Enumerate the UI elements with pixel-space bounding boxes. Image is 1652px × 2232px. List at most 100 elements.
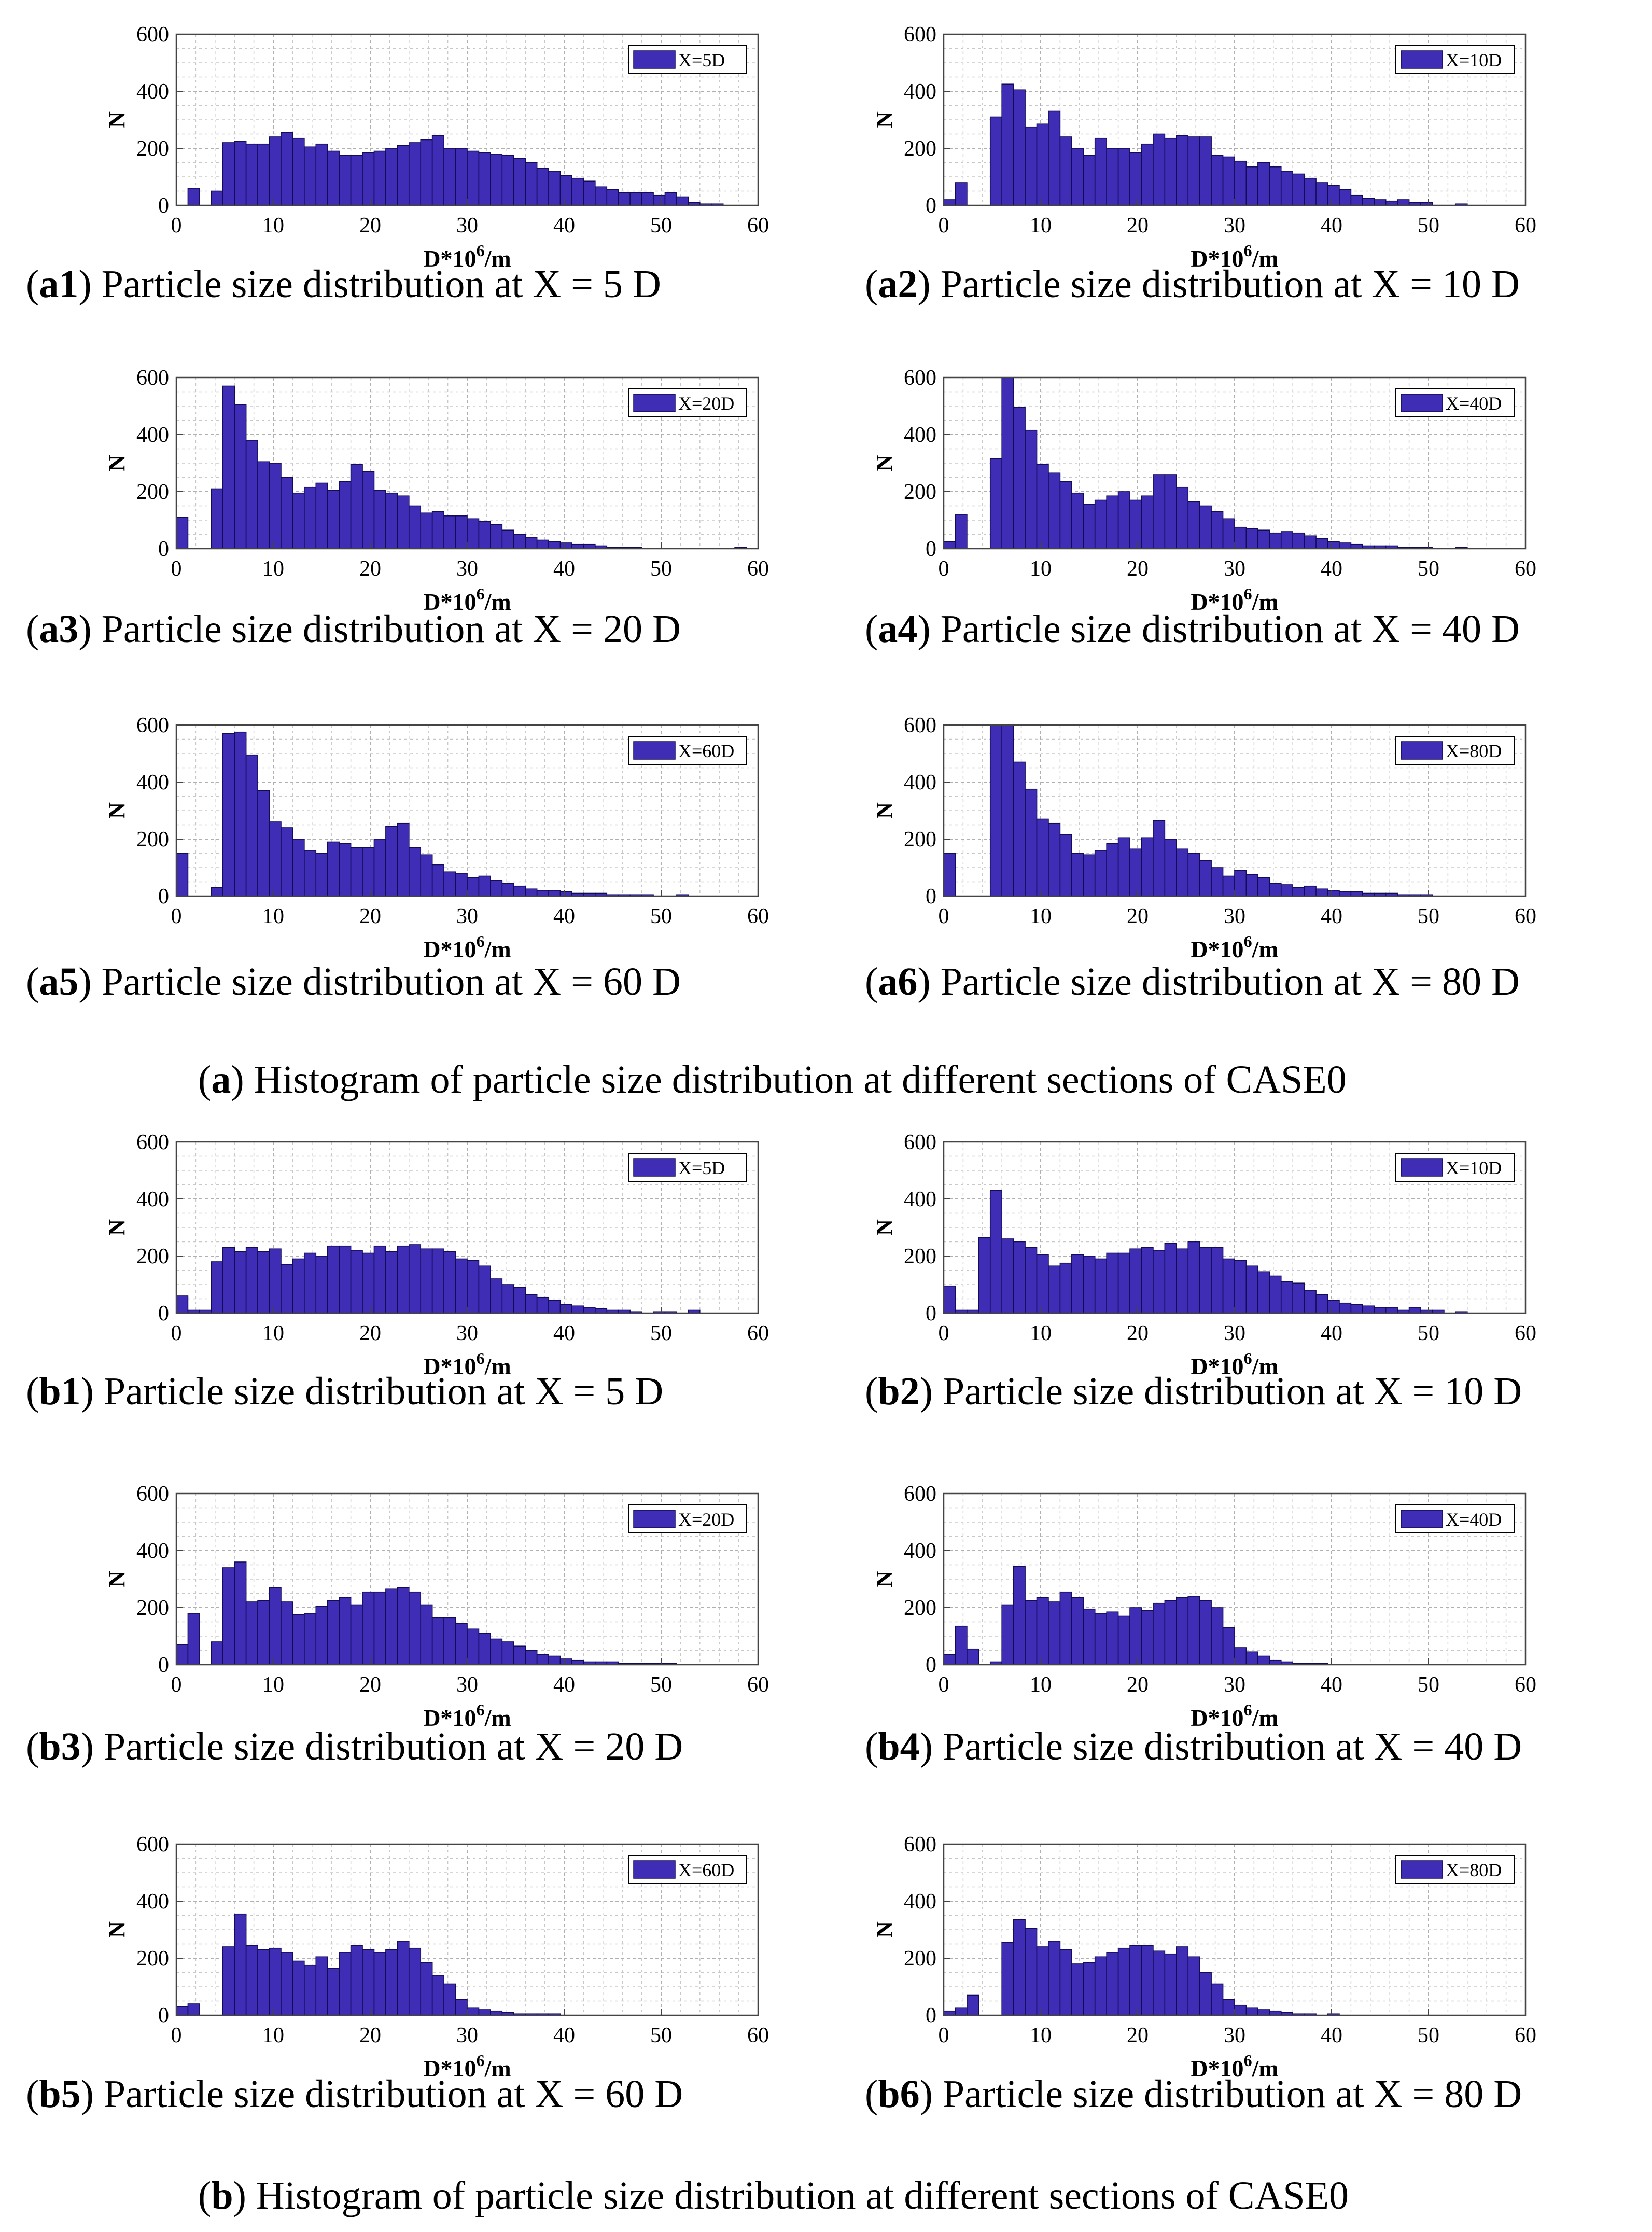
histogram-bar [431,1617,444,1665]
histogram-bar [1141,837,1154,897]
histogram-bar [1315,888,1328,897]
legend-label: X=20D [678,1509,734,1530]
y-tick-label: 400 [904,1188,936,1211]
caption-text: Particle size distribution at X = 40 D [942,1725,1522,1768]
histogram-bar [467,150,480,206]
x-axis-label: D*106/m [423,241,511,272]
histogram-bar [339,1597,352,1665]
y-tick-label: 200 [904,1947,936,1971]
histogram-bar [234,1561,247,1665]
y-tick-label: 600 [904,366,936,390]
y-axis-label: N [104,1921,130,1938]
y-tick-label: 0 [926,1653,936,1677]
histogram-bar [525,888,538,897]
histogram-bar [327,1600,340,1665]
caption-label: a5 [39,960,79,1003]
legend-swatch [1401,1860,1443,1879]
histogram-bar [1013,761,1026,897]
histogram-bar [943,199,956,206]
histogram-bar [1374,199,1387,206]
y-tick-label: 400 [904,771,936,794]
histogram-bar [571,177,584,206]
x-axis-label: D*106/m [1191,2051,1278,2082]
histogram-bar [1164,1953,1177,2016]
caption-text: Particle size distribution at X = 10 D [940,262,1520,306]
histogram-bar [350,464,363,549]
x-tick-label: 40 [553,1321,575,1345]
histogram-bar [1083,504,1096,549]
legend-swatch [633,394,676,412]
histogram-bar [269,1248,282,1314]
histogram-bar [350,1604,363,1665]
histogram-bar [455,1623,468,1665]
histogram-bar [1234,2004,1247,2016]
histogram-bar [385,1251,398,1314]
histogram-bar [1117,148,1130,206]
histogram-bar [1245,528,1258,549]
histogram-bar [327,1245,340,1314]
group-b-caption-text: Histogram of particle size distribution … [256,2174,1349,2217]
histogram-bar [1350,1304,1363,1314]
histogram-bar [281,132,293,206]
caption-b3: (b3) Particle size distribution at X = 2… [26,1725,683,1768]
histogram-bar [408,847,422,897]
histogram-bar [1164,839,1177,897]
histogram-bar [1117,1252,1130,1314]
histogram-bar [257,143,270,206]
histogram-bar [1036,1254,1049,1314]
histogram-bar [1327,1300,1340,1314]
histogram-bar [431,135,444,206]
x-tick-label: 0 [939,904,949,928]
y-tick-label: 0 [926,194,936,218]
y-tick-label: 200 [904,1245,936,1268]
histogram-bar [1094,1956,1107,2016]
histogram-bar [1153,474,1166,549]
group-a-caption-text: Histogram of particle size distribution … [254,1058,1347,1101]
histogram-bar [187,1613,200,1665]
histogram-bar [641,192,654,206]
histogram-bar [362,152,375,206]
y-axis-label: N [104,1571,130,1587]
histogram-bar [583,1307,596,1314]
x-tick-label: 60 [747,214,769,238]
y-tick-label: 600 [136,1131,169,1154]
histogram-bar [478,875,491,897]
x-tick-label: 10 [1030,2024,1052,2047]
histogram-bar [455,1258,468,1314]
histogram-bar [955,1625,968,1665]
histogram-bar [1234,1260,1247,1314]
x-tick-label: 60 [747,2024,769,2047]
histogram-bar [1187,1596,1200,1665]
histogram-bar [967,1648,979,1665]
histogram-bar [292,137,305,206]
histogram-bar [350,1250,363,1314]
histogram-bar [1269,166,1282,206]
histogram-bar [490,154,503,206]
x-tick-label: 60 [1515,557,1536,581]
histogram-bar [1257,529,1270,549]
x-tick-label: 60 [1515,904,1536,928]
y-tick-label: 0 [926,537,936,561]
x-tick-label: 60 [747,557,769,581]
histogram-bar [292,1960,305,2016]
histogram-bar [1327,541,1340,549]
histogram-bar [1245,2007,1258,2016]
histogram-bar [1106,1252,1119,1314]
histogram-bar [408,1947,422,2016]
histogram-bar [1129,1607,1142,1665]
histogram-bar [501,1641,514,1665]
histogram-bar [1187,1241,1200,1314]
x-tick-label: 30 [456,904,478,928]
x-tick-label: 60 [1515,1321,1536,1345]
legend-label: X=60D [678,1860,734,1880]
histogram-bar [1048,822,1061,897]
histogram-bar [1013,1566,1026,1665]
caption-label: b3 [39,1725,81,1768]
histogram-bar [431,1248,444,1314]
histogram-bar [478,2009,491,2016]
histogram-bar [1374,1307,1387,1314]
x-tick-label: 0 [171,214,182,238]
